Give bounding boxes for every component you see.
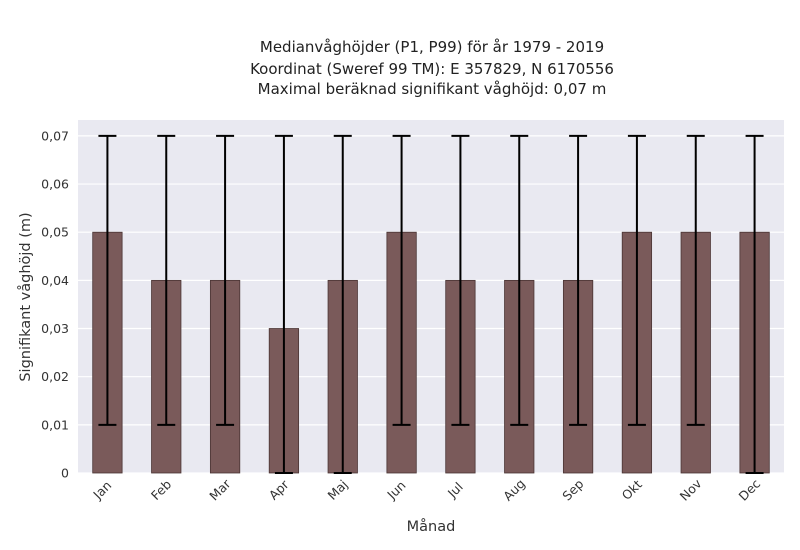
- x-tick-label: Sep: [559, 476, 586, 503]
- x-tick-label: Okt: [619, 477, 645, 503]
- y-tick-label: 0,04: [41, 273, 69, 288]
- error-bar-aug: [510, 134, 529, 426]
- chart-title-line-2: Koordinat (Sweref 99 TM): E 357829, N 61…: [250, 60, 614, 78]
- x-tick-label: Jul: [444, 479, 466, 501]
- y-tick-label: 0,05: [41, 225, 69, 240]
- error-bar-dec: [745, 134, 764, 474]
- x-axis-ticks: Jan Feb Mar Apr Maj Jun Jul Aug Sep Okt Nov Dec: [89, 475, 763, 503]
- x-tick-label: Dec: [736, 476, 764, 504]
- plot-area: [78, 120, 784, 473]
- error-bars: [98, 134, 764, 474]
- y-tick-label: 0,07: [41, 128, 69, 143]
- y-tick-label: 0,02: [41, 369, 69, 384]
- y-tick-label: 0,03: [41, 321, 69, 336]
- error-bar-apr: [274, 134, 293, 474]
- error-bar-jul: [451, 134, 470, 426]
- y-axis-label: Signifikant våghöjd (m): [17, 212, 34, 381]
- error-bar-nov: [686, 134, 705, 426]
- y-tick-label: 0,06: [41, 177, 69, 192]
- x-tick-label: Aug: [500, 476, 528, 504]
- y-tick-label: 0,01: [41, 417, 69, 432]
- x-tick-label: Jun: [383, 478, 408, 503]
- x-tick-label: Feb: [148, 477, 174, 503]
- x-axis-label: Månad: [407, 518, 456, 535]
- error-bar-mar: [216, 134, 235, 426]
- grid-lines: [78, 135, 784, 474]
- chart-title-line-1: Medianvåghöjder (P1, P99) för år 1979 - …: [260, 38, 604, 56]
- error-bar-maj: [333, 134, 352, 474]
- error-bar-okt: [627, 134, 646, 426]
- x-tick-label: Apr: [266, 476, 293, 503]
- error-bar-feb: [157, 134, 176, 426]
- chart-title: Medianvåghöjder (P1, P99) för år 1979 - …: [250, 38, 614, 98]
- y-axis-ticks: 0 0,01 0,02 0,03 0,04 0,05 0,06 0,07: [41, 128, 69, 480]
- error-bar-sep: [569, 134, 588, 426]
- x-tick-label: Jan: [89, 478, 114, 503]
- x-tick-label: Mar: [206, 476, 234, 504]
- chart-title-line-3: Maximal beräknad signifikant våghöjd: 0,…: [258, 80, 607, 98]
- y-tick-label: 0: [61, 466, 69, 481]
- error-bar-jun: [392, 134, 411, 426]
- x-tick-label: Nov: [677, 475, 705, 503]
- error-bar-jan: [98, 134, 117, 426]
- x-tick-label: Maj: [325, 477, 351, 503]
